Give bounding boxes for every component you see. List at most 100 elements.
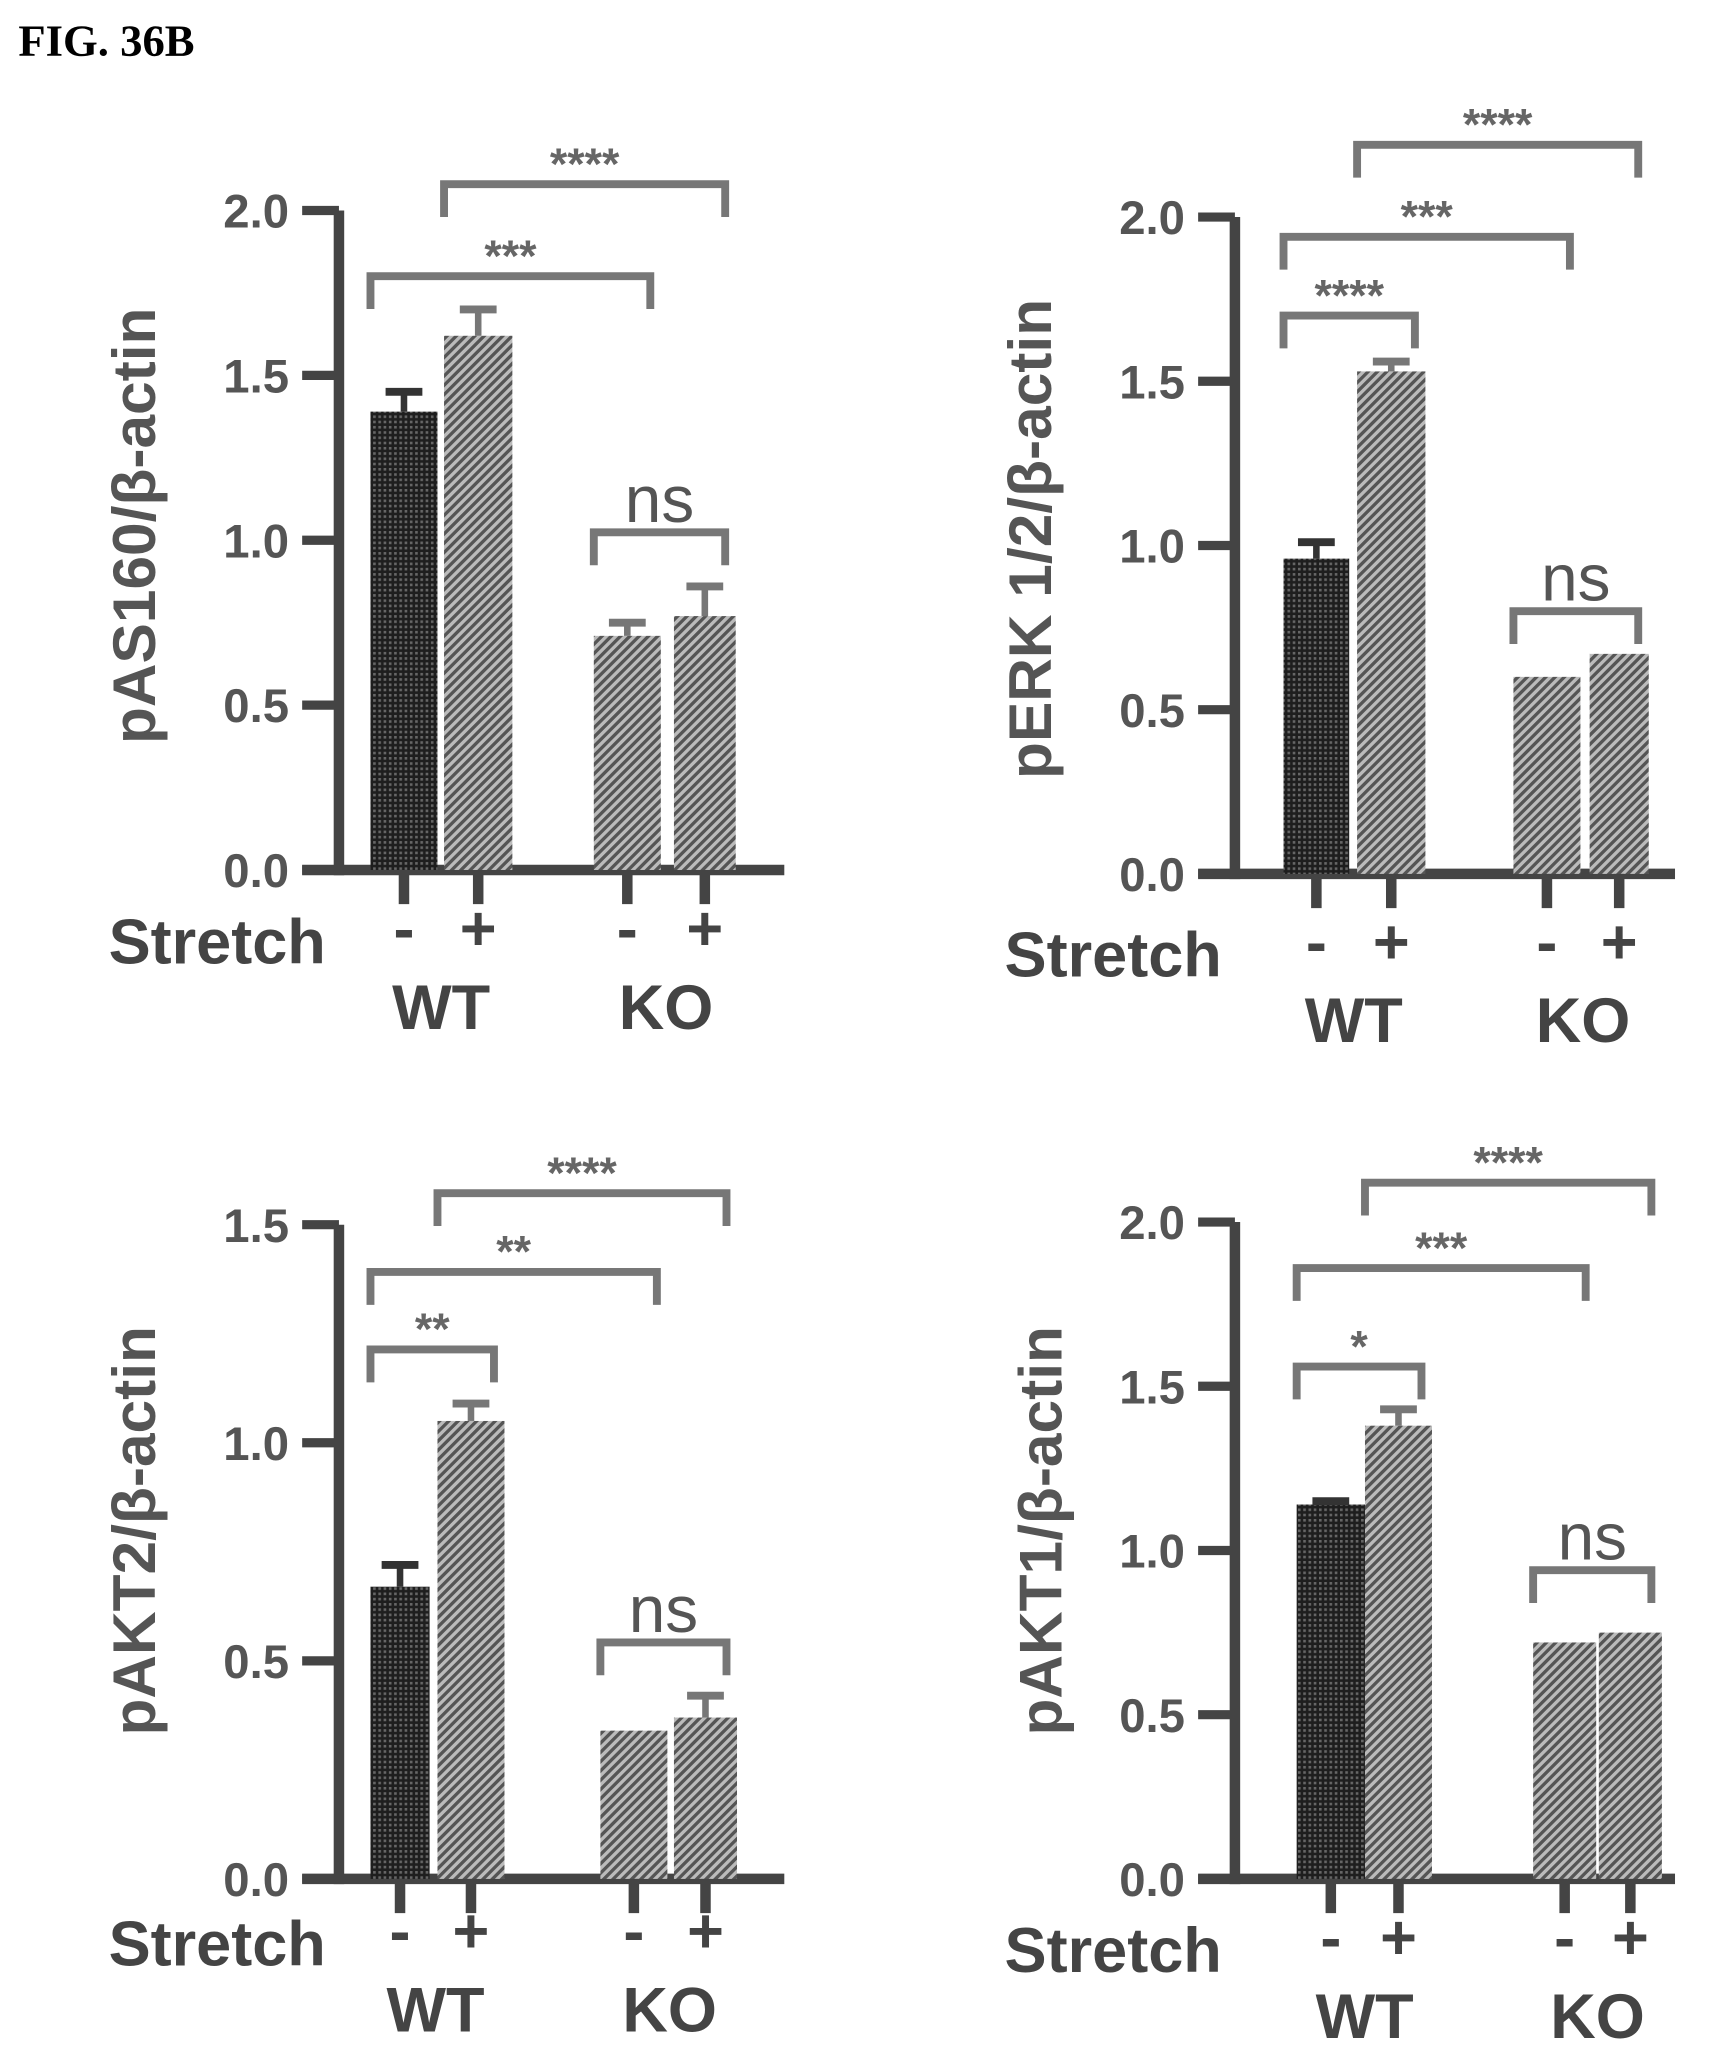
stretch-sign: +	[1612, 1903, 1649, 1973]
stretch-row-label: Stretch	[109, 907, 326, 977]
significance-label: **	[415, 1305, 450, 1354]
y-tick-label: 1.0	[223, 1418, 289, 1471]
significance-label: ns	[625, 463, 694, 536]
significance-label: ns	[629, 1573, 698, 1646]
y-tick-label: 2.0	[223, 186, 289, 239]
y-tick-label: 2.0	[1119, 192, 1185, 245]
stretch-row-label: Stretch	[1005, 1916, 1222, 1986]
y-tick-label: 1.5	[1119, 356, 1185, 409]
y-tick-label: 0.5	[223, 1636, 289, 1689]
stretch-row-label: Stretch	[1005, 920, 1222, 990]
y-tick-label: 0.0	[1119, 1854, 1185, 1907]
stretch-sign: +	[687, 1897, 724, 1967]
bar-ko-plus	[673, 616, 736, 870]
y-tick-label: 0.0	[223, 1854, 289, 1907]
y-tick-label: 1.0	[1119, 1526, 1185, 1579]
stretch-sign: -	[617, 894, 638, 964]
group-label-wt: WT	[386, 1975, 484, 2045]
y-tick-label: 1.0	[1119, 521, 1185, 574]
group-label-wt: WT	[1305, 986, 1403, 1056]
significance-label: ****	[547, 1149, 617, 1198]
stretch-sign: -	[390, 1897, 411, 1967]
group-label-ko: KO	[1536, 986, 1631, 1056]
significance-label: ****	[1314, 271, 1384, 320]
significance-label: ***	[1415, 1224, 1468, 1273]
y-tick-label: 2.0	[1119, 1197, 1185, 1250]
bar-wt-plus	[1364, 1425, 1432, 1879]
bar-ko-minus	[1513, 676, 1581, 874]
bar-ko-minus	[1533, 1642, 1597, 1879]
significance-bracket	[1279, 311, 1419, 349]
y-tick-label: 0.0	[223, 845, 289, 898]
y-axis-label: pERK 1/2/β-actin	[996, 299, 1064, 779]
significance-bracket	[1292, 1264, 1590, 1301]
stretch-sign: -	[623, 1897, 644, 1967]
significance-bracket	[433, 1189, 731, 1227]
bar-wt-plus	[444, 335, 513, 870]
significance-bracket	[1529, 1566, 1656, 1604]
significance-bracket	[596, 1638, 731, 1676]
significance-bracket	[366, 272, 655, 310]
bar-ko-minus	[593, 635, 661, 870]
stretch-sign: -	[1320, 1903, 1341, 1973]
significance-bracket	[440, 180, 730, 218]
significance-label: ***	[1401, 193, 1454, 242]
stretch-sign: +	[1373, 907, 1410, 977]
y-tick-label: 0.5	[223, 680, 289, 733]
group-label-wt: WT	[392, 973, 490, 1043]
significance-label: ****	[550, 140, 620, 189]
stretch-sign: +	[460, 894, 497, 964]
y-tick-label: 1.5	[223, 1200, 289, 1253]
bar-wt-plus	[1357, 371, 1426, 874]
y-axis-label: pAKT2/β-actin	[100, 1326, 168, 1736]
y-axis-label: pAKT1/β-actin	[1007, 1326, 1075, 1736]
stretch-sign: -	[1554, 1903, 1575, 1973]
group-label-wt: WT	[1316, 1982, 1414, 2050]
figure-title: FIG. 36B	[18, 15, 194, 65]
significance-bracket	[589, 528, 730, 566]
y-tick-label: 0.5	[1119, 1690, 1185, 1743]
bar-ko-plus	[673, 1717, 738, 1879]
stretch-sign: -	[1536, 907, 1557, 977]
bar-wt-minus	[370, 1586, 430, 1879]
stretch-sign: +	[1380, 1903, 1417, 1973]
significance-bracket	[1292, 1362, 1426, 1400]
stretch-sign: +	[1601, 907, 1638, 977]
bar-wt-minus	[370, 411, 438, 870]
y-tick-label: 0.0	[1119, 849, 1185, 902]
bar-wt-plus	[437, 1420, 505, 1879]
y-axis-label: pAS160/β-actin	[100, 308, 168, 744]
significance-bracket	[1361, 1178, 1656, 1216]
group-label-ko: KO	[619, 973, 714, 1043]
significance-bracket	[366, 1268, 661, 1305]
significance-bracket	[366, 1345, 498, 1383]
bar-ko-plus	[1589, 653, 1649, 874]
y-tick-label: 1.0	[223, 515, 289, 568]
bar-ko-minus	[600, 1730, 668, 1879]
significance-label: *	[1350, 1322, 1368, 1371]
stretch-sign: -	[393, 894, 414, 964]
stretch-sign: -	[1306, 907, 1327, 977]
stretch-sign: +	[453, 1897, 490, 1967]
bar-wt-minus	[1296, 1504, 1365, 1879]
significance-label: ns	[1558, 1501, 1627, 1574]
significance-label: ****	[1473, 1138, 1543, 1187]
y-tick-label: 0.5	[1119, 685, 1185, 738]
significance-bracket	[1353, 140, 1643, 178]
group-label-ko: KO	[1550, 1982, 1645, 2050]
significance-bracket	[1279, 232, 1574, 270]
significance-label: **	[496, 1228, 531, 1277]
significance-bracket	[1509, 607, 1643, 645]
stretch-sign: +	[686, 894, 723, 964]
stretch-row-label: Stretch	[109, 1910, 326, 1980]
bar-wt-minus	[1283, 558, 1350, 874]
significance-label: ****	[1463, 101, 1533, 150]
y-tick-label: 1.5	[223, 350, 289, 403]
bar-ko-plus	[1598, 1632, 1662, 1879]
y-tick-label: 1.5	[1119, 1361, 1185, 1414]
